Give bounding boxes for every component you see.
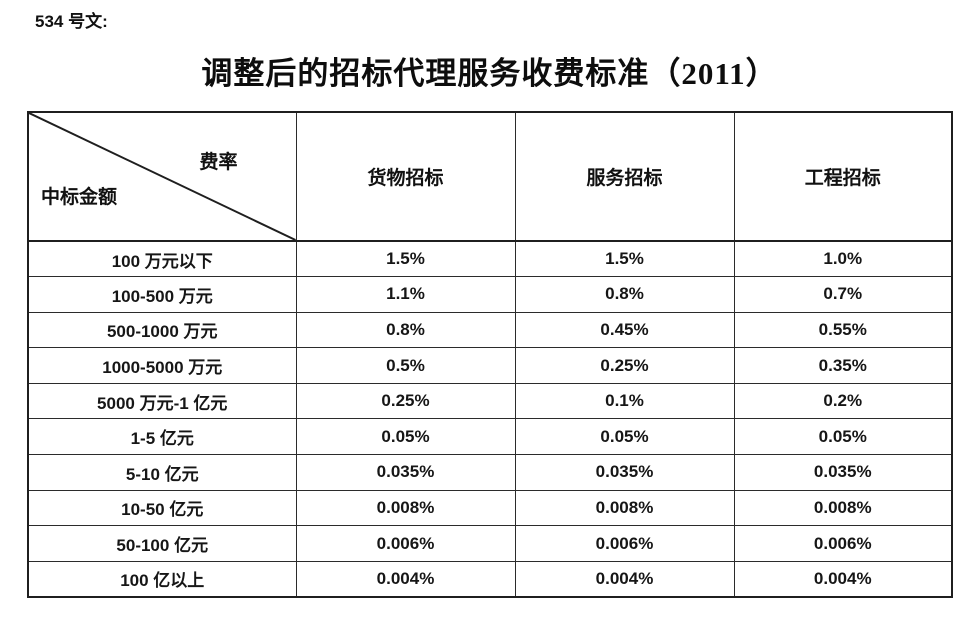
rate-cell: 1.0% — [733, 240, 953, 278]
rate-cell: 0.05% — [733, 418, 953, 456]
rate-cell: 0.006% — [733, 525, 953, 562]
amount-cell: 1-5 亿元 — [27, 418, 297, 456]
rate-cell: 1.5% — [514, 240, 735, 278]
amount-cell: 50-100 亿元 — [27, 525, 297, 562]
column-header-works-bidding: 工程招标 — [733, 111, 953, 242]
rate-cell: 0.008% — [514, 489, 735, 527]
doc-number-label: 534 号文: — [35, 12, 108, 31]
rate-cell: 0.035% — [514, 454, 735, 491]
amount-cell: 100 亿以上 — [27, 560, 297, 598]
amount-cell: 5000 万元-1 亿元 — [27, 382, 297, 420]
table-row: 500-1000 万元 0.8% 0.45% 0.55% — [27, 311, 953, 349]
table-row: 100 万元以下 1.5% 1.5% 1.0% — [27, 240, 953, 278]
rate-cell: 0.7% — [733, 276, 953, 313]
header-row: 费率 中标金额 货物招标 服务招标 工程招标 — [27, 111, 953, 242]
table-row: 5000 万元-1 亿元 0.25% 0.1% 0.2% — [27, 382, 953, 420]
rate-cell: 0.05% — [514, 418, 735, 456]
rate-cell: 0.5% — [295, 347, 516, 384]
rate-cell: 0.004% — [295, 560, 516, 598]
amount-cell: 100-500 万元 — [27, 276, 297, 313]
page-title: 调整后的招标代理服务收费标准（2011） — [201, 56, 778, 91]
corner-label-bid-amount: 中标金额 — [40, 186, 117, 208]
rate-cell: 0.45% — [514, 311, 735, 349]
table-row: 50-100 亿元 0.006% 0.006% 0.006% — [27, 525, 953, 562]
rate-cell: 0.035% — [295, 454, 516, 491]
amount-cell: 10-50 亿元 — [27, 489, 297, 527]
column-header-goods-bidding: 货物招标 — [295, 111, 516, 242]
table-row: 10-50 亿元 0.008% 0.008% 0.008% — [27, 489, 953, 527]
rate-cell: 0.25% — [514, 347, 735, 384]
rate-cell: 0.006% — [514, 525, 735, 562]
rate-cell: 0.8% — [514, 276, 735, 313]
corner-label-rate: 费率 — [199, 152, 238, 174]
rate-cell: 1.1% — [295, 276, 516, 313]
corner-header-cell: 费率 中标金额 — [27, 111, 297, 242]
rate-cell: 0.2% — [733, 382, 953, 420]
amount-cell: 5-10 亿元 — [27, 454, 297, 491]
rate-cell: 0.004% — [733, 560, 953, 598]
rate-cell: 0.004% — [514, 560, 735, 598]
rate-cell: 0.35% — [733, 347, 953, 384]
amount-cell: 500-1000 万元 — [27, 311, 297, 349]
rate-cell: 0.55% — [733, 311, 953, 349]
fee-standard-table: 费率 中标金额 货物招标 服务招标 工程招标 100 万元以下 1.5% 1.5… — [27, 111, 953, 598]
rate-cell: 0.008% — [295, 489, 516, 527]
column-header-service-bidding: 服务招标 — [514, 111, 735, 242]
diagonal-divider-line — [29, 113, 296, 240]
table-row: 100-500 万元 1.1% 0.8% 0.7% — [27, 276, 953, 313]
table-row: 1-5 亿元 0.05% 0.05% 0.05% — [27, 418, 953, 456]
rate-cell: 0.25% — [295, 382, 516, 420]
amount-cell: 100 万元以下 — [27, 240, 297, 278]
rate-cell: 0.008% — [733, 489, 953, 527]
table-row: 100 亿以上 0.004% 0.004% 0.004% — [27, 560, 953, 598]
rate-cell: 0.035% — [733, 454, 953, 491]
rate-cell: 0.05% — [295, 418, 516, 456]
rate-cell: 0.006% — [295, 525, 516, 562]
rate-cell: 0.8% — [295, 311, 516, 349]
table-row: 1000-5000 万元 0.5% 0.25% 0.35% — [27, 347, 953, 384]
amount-cell: 1000-5000 万元 — [27, 347, 297, 384]
rate-cell: 1.5% — [295, 240, 516, 278]
table-row: 5-10 亿元 0.035% 0.035% 0.035% — [27, 454, 953, 491]
rate-cell: 0.1% — [514, 382, 735, 420]
